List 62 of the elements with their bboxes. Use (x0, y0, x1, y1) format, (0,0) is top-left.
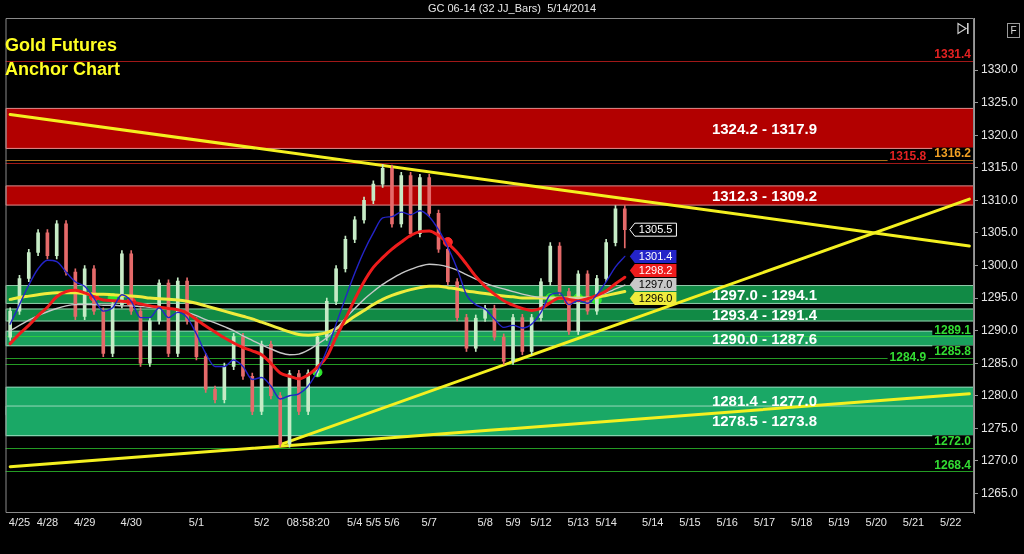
ref-line-label: 1272.0 (934, 434, 972, 449)
y-tick-label: 1270.0 (981, 453, 1019, 468)
x-tick-label: 5/22 (940, 515, 962, 528)
y-tick-label: 1265.0 (981, 485, 1019, 500)
data-label: 1298.2 (638, 264, 673, 277)
x-tick-label: 5/1 (188, 515, 205, 528)
text: 1305.5 (638, 223, 673, 236)
y-tick-label: 1325.0 (981, 94, 1019, 109)
x-tick-label: 5/2 (253, 515, 270, 528)
y-tick-label: 1300.0 (981, 257, 1019, 272)
ref-line-label: 1289.1 (934, 322, 972, 337)
band-label: 1281.4 - 1277.0 (711, 392, 818, 410)
x-tick-label: 5/20 (865, 515, 887, 528)
x-tick-label: 4/30 (120, 515, 142, 528)
x-tick-label: 5/17 (753, 515, 776, 528)
chart-subtitle: GC 06-14 (32 JJ_Bars) 5/14/2014 (427, 2, 597, 15)
x-tick-label: 5/14 (642, 515, 664, 528)
x-tick-label: 08:58:20 (286, 515, 330, 528)
y-tick-label: 1315.0 (981, 160, 1019, 175)
x-tick-label: 4/28 (36, 515, 59, 528)
x-tick-label: 5/8 (477, 515, 493, 528)
text: Gold Futures Anchor Chart (5, 34, 121, 81)
x-tick-label: 5/16 (716, 515, 738, 528)
ref-line-label: 1285.8 (934, 344, 972, 359)
ref-line-label: 1284.9 (889, 350, 927, 365)
band-label: 1293.4 - 1291.4 (711, 306, 818, 324)
y-tick-label: 1310.0 (981, 192, 1019, 207)
letter-button: F (1007, 23, 1020, 38)
x-tick-label: 5/15 (679, 515, 701, 528)
band-label: 1297.0 - 1294.1 (711, 285, 818, 303)
data-label: 1297.0 (638, 278, 673, 291)
data-label: 1301.4 (638, 249, 673, 262)
ref-line-label: 1315.8 (889, 149, 927, 164)
y-tick-label: 1295.0 (981, 290, 1019, 305)
ref-line-label: 1268.4 (934, 457, 972, 472)
band-label: 1278.5 - 1273.8 (711, 411, 818, 429)
x-tick-label: 5/12 (530, 515, 552, 528)
band-label: 1312.3 - 1309.2 (711, 186, 818, 204)
data-label: 1296.0 (638, 292, 673, 305)
x-tick-label: 4/29 (73, 515, 96, 528)
ref-line-label: 1331.4 (934, 47, 972, 62)
band-label: 1290.0 - 1287.6 (711, 329, 818, 347)
x-tick-label: 5/19 (828, 515, 850, 528)
x-tick-label: 4/25 (8, 515, 31, 528)
y-tick-label: 1290.0 (981, 322, 1019, 337)
band-label: 1324.2 - 1317.9 (711, 119, 818, 137)
x-tick-label: 5/21 (902, 515, 925, 528)
x-tick-label: 5/5 (365, 515, 381, 528)
x-tick-label: 5/9 (505, 515, 521, 528)
x-tick-label: 5/6 (384, 515, 400, 528)
x-tick-label: 5/13 (567, 515, 589, 528)
x-tick-label: 5/18 (791, 515, 813, 528)
y-tick-label: 1305.0 (981, 225, 1019, 240)
y-tick-label: 1280.0 (981, 388, 1019, 403)
y-tick-label: 1330.0 (981, 62, 1019, 77)
y-tick-label: 1320.0 (981, 127, 1019, 142)
x-tick-label: 5/14 (595, 515, 617, 528)
x-tick-label: 5/7 (421, 515, 437, 528)
y-tick-label: 1275.0 (981, 420, 1019, 435)
x-tick-label: 5/4 (347, 515, 363, 528)
y-tick-label: 1285.0 (981, 355, 1019, 370)
ref-line-label: 1316.2 (934, 146, 972, 161)
